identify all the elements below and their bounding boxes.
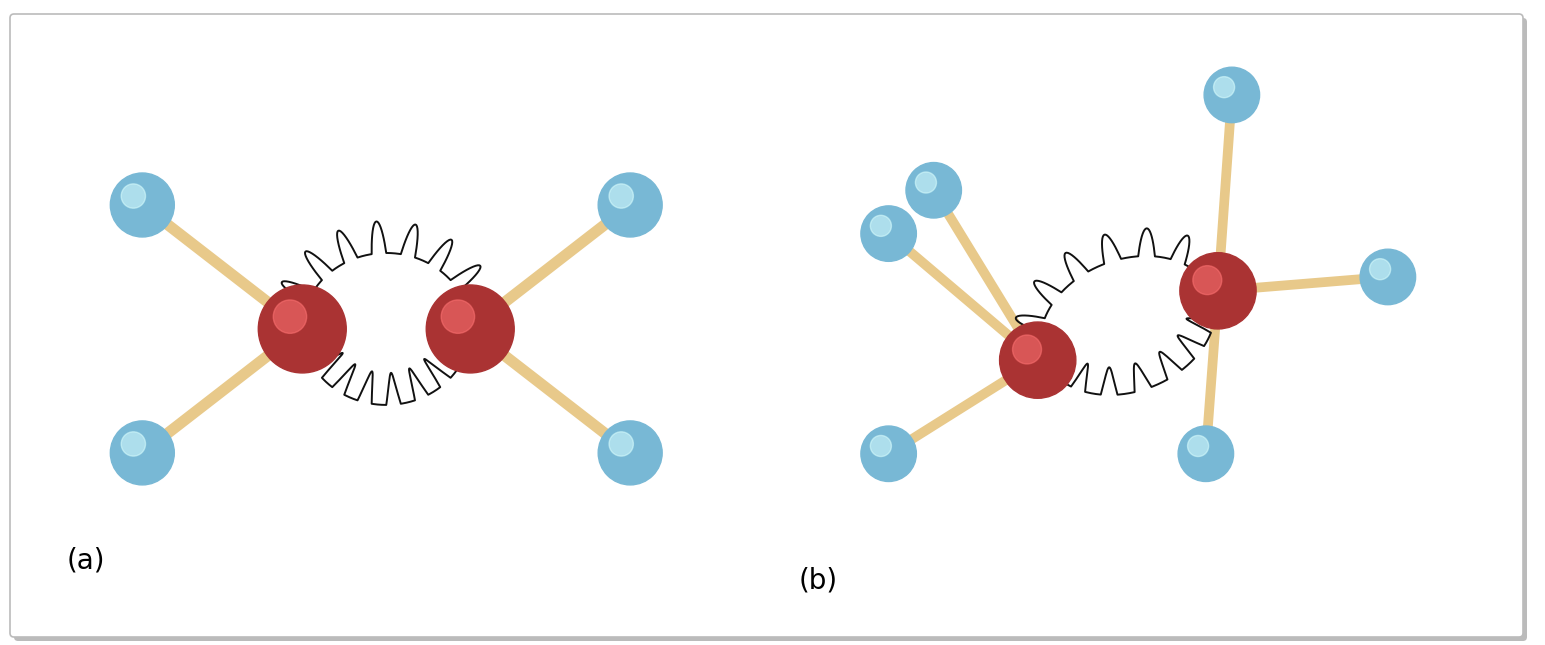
Circle shape — [121, 184, 145, 208]
Circle shape — [426, 285, 514, 373]
Circle shape — [1179, 426, 1233, 481]
Circle shape — [1369, 259, 1391, 280]
Circle shape — [110, 173, 175, 237]
Circle shape — [598, 173, 663, 237]
Circle shape — [609, 184, 633, 208]
Circle shape — [442, 300, 474, 333]
Circle shape — [1000, 322, 1075, 399]
Circle shape — [1193, 266, 1222, 295]
Circle shape — [1180, 253, 1256, 329]
Circle shape — [1204, 67, 1259, 123]
Text: (b): (b) — [799, 567, 837, 595]
Circle shape — [870, 435, 891, 457]
Circle shape — [609, 432, 633, 456]
Circle shape — [1360, 249, 1415, 304]
Circle shape — [861, 206, 916, 261]
Circle shape — [1213, 77, 1234, 97]
Circle shape — [870, 215, 891, 236]
Circle shape — [1188, 435, 1208, 457]
Text: (a): (a) — [66, 547, 105, 575]
Circle shape — [861, 426, 916, 481]
Circle shape — [905, 163, 961, 218]
FancyBboxPatch shape — [14, 18, 1526, 641]
Circle shape — [1012, 335, 1041, 364]
Circle shape — [915, 172, 936, 193]
Circle shape — [598, 421, 663, 485]
Circle shape — [258, 285, 346, 373]
Circle shape — [110, 421, 175, 485]
Circle shape — [273, 300, 306, 333]
Circle shape — [121, 432, 145, 456]
FancyBboxPatch shape — [9, 14, 1523, 637]
